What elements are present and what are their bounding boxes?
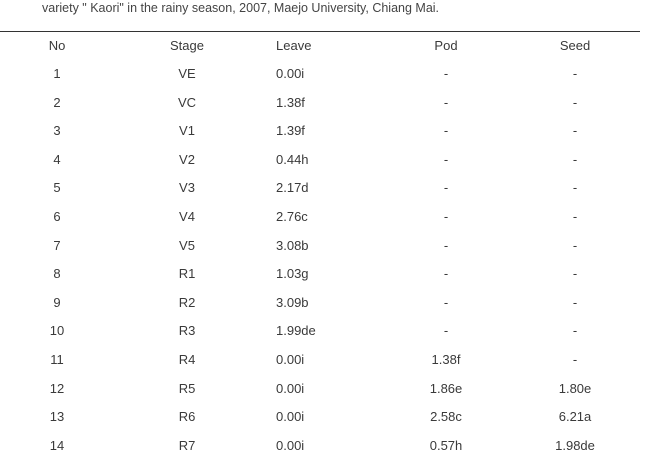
cell-seed: - xyxy=(572,180,578,196)
cell-seed: - xyxy=(572,352,578,367)
cell-pod: - xyxy=(443,151,449,167)
cell-seed: - xyxy=(572,123,578,139)
cell-stage: R1 xyxy=(178,266,196,282)
cell-leave: 0.00i xyxy=(276,66,305,81)
cell-pod: - xyxy=(443,209,449,224)
cell-leave: 0.00i xyxy=(276,409,305,425)
cell-stage: V1 xyxy=(179,123,195,139)
header-stage: Stage xyxy=(170,38,204,53)
cell-pod: - xyxy=(443,180,449,196)
cell-pod: - xyxy=(443,66,449,81)
cell-stage: V4 xyxy=(179,209,195,224)
cell-no: 9 xyxy=(53,294,61,310)
table-top-rule xyxy=(0,31,640,32)
cell-no: 12 xyxy=(49,380,65,396)
cell-stage: R2 xyxy=(178,294,196,310)
cell-pod: 2.58c xyxy=(430,409,462,425)
cell-pod: - xyxy=(443,266,449,282)
cell-stage: R3 xyxy=(178,323,196,339)
table-row: 3 V1 1.39f - - xyxy=(0,122,650,140)
cell-no: 13 xyxy=(49,409,65,425)
table-row: 13 R6 0.00i 2.58c 6.21a xyxy=(0,408,650,426)
cell-leave: 3.09b xyxy=(276,294,309,310)
header-no: No xyxy=(48,38,66,53)
cell-leave: 0.44h xyxy=(276,151,309,167)
cell-leave: 1.39f xyxy=(276,123,305,139)
cell-seed: - xyxy=(572,209,578,224)
cell-leave: 0.00i xyxy=(276,352,305,367)
cell-seed: - xyxy=(572,151,578,167)
table-row: 9 R2 3.09b - - xyxy=(0,294,650,312)
cell-no: 14 xyxy=(49,437,65,453)
cell-no: 8 xyxy=(53,266,61,282)
cell-stage: VE xyxy=(178,66,196,81)
cell-pod: 0.57h xyxy=(429,437,463,453)
cell-no: 1 xyxy=(53,66,61,81)
header-pod: Pod xyxy=(434,38,458,53)
cell-stage: V2 xyxy=(179,151,195,167)
cell-no: 2 xyxy=(53,94,61,110)
cell-stage: R4 xyxy=(178,352,196,367)
cell-leave: 2.17d xyxy=(276,180,309,196)
table-row: 2 VC 1.38f - - xyxy=(0,94,650,112)
cell-leave: 1.99de xyxy=(276,323,316,339)
header-seed: Seed xyxy=(559,38,591,53)
header-leave: Leave xyxy=(276,38,312,53)
cell-no: 4 xyxy=(53,151,61,167)
cell-pod: 1.86e xyxy=(429,380,463,396)
table-row: 14 R7 0.00i 0.57h 1.98de xyxy=(0,437,650,455)
cell-seed: - xyxy=(572,294,578,310)
cell-seed: - xyxy=(572,66,578,81)
table-row: 6 V4 2.76c - - xyxy=(0,208,650,226)
cell-pod: - xyxy=(443,94,449,110)
table-row: 11 R4 0.00i 1.38f - xyxy=(0,351,650,369)
table-row: 7 V5 3.08b - - xyxy=(0,237,650,255)
table-row: 10 R3 1.99de - - xyxy=(0,322,650,340)
cell-stage: R5 xyxy=(178,380,196,396)
cell-pod: - xyxy=(443,123,449,139)
cell-no: 6 xyxy=(53,209,61,224)
cell-stage: VC xyxy=(177,94,197,110)
cell-no: 11 xyxy=(50,352,64,367)
table-row: 4 V2 0.44h - - xyxy=(0,151,650,169)
cell-seed: - xyxy=(572,266,578,282)
table-caption: variety " Kaori" in the rainy season, 20… xyxy=(42,1,440,15)
table-row: 12 R5 0.00i 1.86e 1.80e xyxy=(0,380,650,398)
cell-seed: - xyxy=(572,94,578,110)
cell-pod: - xyxy=(443,323,449,339)
cell-no: 7 xyxy=(53,237,61,253)
table-row: 5 V3 2.17d - - xyxy=(0,179,650,197)
cell-leave: 0.00i xyxy=(276,437,305,453)
cell-leave: 2.76c xyxy=(276,209,308,224)
cell-leave: 0.00i xyxy=(276,380,305,396)
cell-no: 5 xyxy=(53,180,61,196)
cell-stage: V5 xyxy=(179,237,195,253)
table-header-row: No Stage Leave Pod Seed xyxy=(0,37,650,55)
cell-seed: 1.80e xyxy=(558,380,592,396)
cell-leave: 1.03g xyxy=(276,266,309,282)
cell-seed: 1.98de xyxy=(555,437,595,453)
cell-seed: - xyxy=(572,323,578,339)
cell-seed: 6.21a xyxy=(558,409,592,425)
cell-no: 3 xyxy=(53,123,61,139)
cell-stage: R6 xyxy=(178,409,196,425)
cell-no: 10 xyxy=(49,323,65,339)
table-row: 1 VE 0.00i - - xyxy=(0,65,650,83)
cell-stage: V3 xyxy=(179,180,195,196)
cell-stage: R7 xyxy=(178,437,196,453)
table-row: 8 R1 1.03g - - xyxy=(0,265,650,283)
cell-pod: 1.38f xyxy=(431,352,461,367)
cell-leave: 1.38f xyxy=(276,94,305,110)
cell-pod: - xyxy=(443,294,449,310)
cell-leave: 3.08b xyxy=(276,237,309,253)
cell-seed: - xyxy=(572,237,578,253)
cell-pod: - xyxy=(443,237,449,253)
